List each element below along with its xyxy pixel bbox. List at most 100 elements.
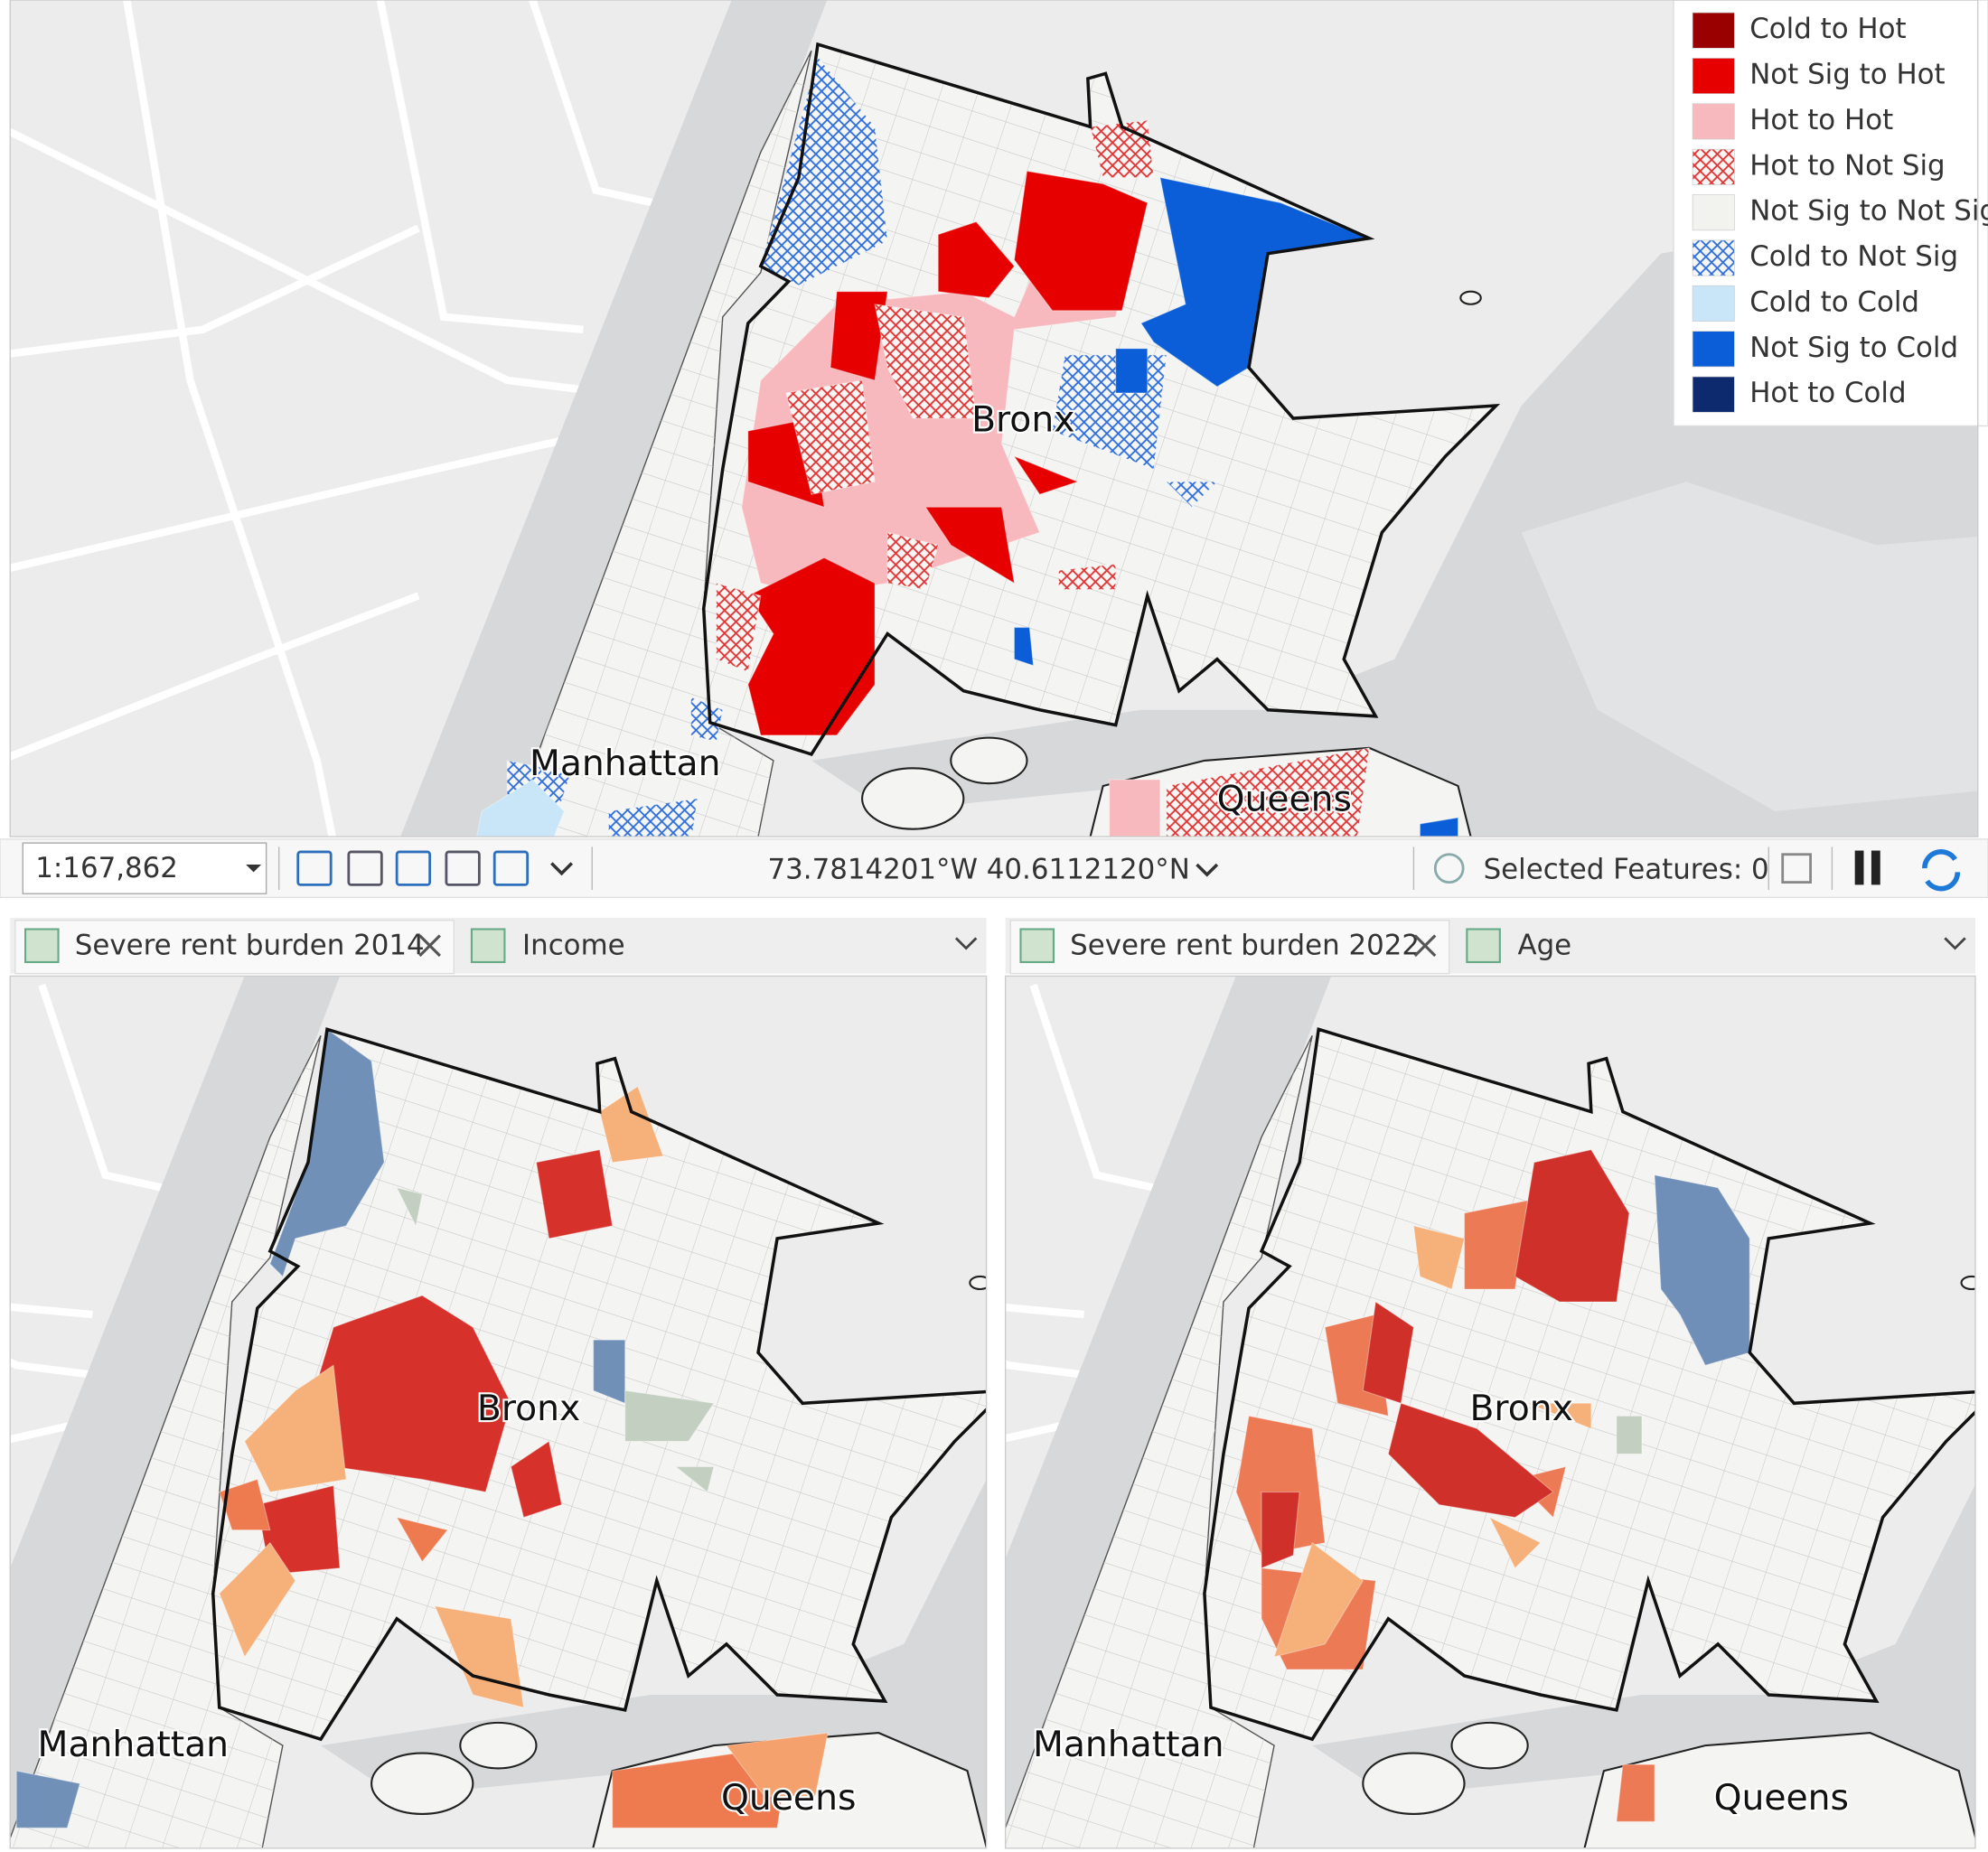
scale-value: 1:167,862	[35, 852, 178, 884]
map-label: Manhattan	[38, 1725, 230, 1765]
pause-bar[interactable]	[1854, 850, 1864, 885]
tab-title: Severe rent burden 2014	[75, 930, 425, 962]
map-label: Queens	[721, 1778, 856, 1819]
long-island-land	[1521, 482, 1978, 812]
legend-swatch	[1692, 239, 1735, 276]
tract-patch	[1261, 1491, 1300, 1569]
tool-icon[interactable]	[296, 850, 333, 886]
dropdown-arrow	[246, 864, 262, 873]
tract-patch	[1166, 747, 1370, 837]
legend-swatch	[1692, 58, 1735, 95]
island	[1362, 1752, 1466, 1815]
select-icon	[1433, 853, 1465, 884]
legend-label: Not Sig to Cold	[1749, 332, 1958, 364]
pane-border	[9, 975, 988, 1849]
bronx-outline	[701, 42, 1501, 756]
tract-patch	[1115, 348, 1149, 394]
map-icon	[1466, 928, 1501, 964]
tool-icon[interactable]	[492, 850, 530, 886]
chevron[interactable]	[550, 862, 574, 876]
map-label: Bronx	[971, 400, 1074, 441]
map-label: Manhattan	[530, 744, 721, 784]
basemap	[10, 976, 987, 1848]
map-frame	[1005, 976, 1975, 1848]
pane-border	[1004, 975, 1976, 1849]
map-label: Manhattan	[1033, 1725, 1224, 1765]
tract-patch	[396, 1516, 449, 1563]
legend-swatch	[1692, 376, 1735, 413]
tract-patch	[1387, 1402, 1554, 1519]
map-label: Bronx	[477, 1389, 580, 1429]
island	[861, 767, 965, 830]
scale-box[interactable]	[22, 842, 267, 894]
chevron[interactable]	[954, 937, 978, 950]
tract-patch	[475, 779, 566, 837]
tab-active[interactable]	[1009, 919, 1450, 975]
island	[1459, 290, 1482, 305]
tract-patch	[219, 1478, 271, 1531]
tract-patch	[535, 1148, 614, 1239]
chevron[interactable]	[1196, 863, 1219, 877]
tab-active[interactable]	[14, 919, 455, 975]
legend-label: Not Sig to Hot	[1749, 59, 1945, 91]
road	[123, 0, 336, 837]
legend-label: Cold to Hot	[1749, 13, 1906, 45]
bronx-tracts	[1204, 1029, 1975, 1740]
map-label: Queens	[1217, 779, 1352, 819]
coordinates: 73.7814201°W 40.6112120°N	[768, 853, 1190, 885]
tract-patch	[1012, 454, 1080, 495]
tract-patch	[1013, 170, 1149, 312]
legend-label: Hot to Hot	[1749, 104, 1893, 136]
legend-swatch	[1692, 103, 1735, 140]
road	[1005, 1303, 1084, 1319]
tract-patch	[725, 1732, 829, 1797]
pause-bar[interactable]	[1871, 850, 1880, 885]
tract-patch	[1057, 563, 1117, 591]
table-icon[interactable]	[1781, 853, 1812, 884]
tab-title: Age	[1517, 930, 1571, 962]
tract-patch	[624, 1389, 715, 1442]
tract-patch	[607, 798, 699, 837]
refresh-icon[interactable]	[1922, 849, 1961, 892]
tract-patch	[1616, 1415, 1643, 1454]
map-icon	[470, 928, 506, 964]
tract-patch	[1419, 817, 1459, 837]
tract-patch	[15, 1770, 81, 1829]
tab-close[interactable]	[418, 934, 441, 958]
map-label: Queens	[1714, 1778, 1849, 1819]
tract-patch	[1654, 1174, 1750, 1366]
legend-label: Not Sig to Not Sig	[1749, 195, 1988, 228]
tract-patch	[269, 1028, 385, 1278]
tab-title: Income	[522, 930, 625, 962]
tool-icon[interactable]	[445, 850, 481, 886]
tool-icon[interactable]	[395, 850, 432, 886]
map-frame	[10, 976, 987, 1848]
bronx-outline	[1203, 1027, 1975, 1742]
basemap	[1005, 976, 1975, 1848]
tract-patch	[1412, 1225, 1466, 1290]
map-icon	[24, 928, 60, 964]
road	[10, 224, 420, 358]
tract-patch	[1013, 626, 1035, 667]
tract-patch	[510, 1440, 563, 1519]
map-label: Bronx	[1469, 1389, 1572, 1429]
road	[10, 1303, 93, 1319]
tab-close[interactable]	[1413, 934, 1437, 958]
road	[376, 0, 584, 334]
tool-icon[interactable]	[347, 850, 383, 886]
tract-patch	[1463, 1200, 1529, 1290]
island	[950, 736, 1028, 785]
tract-patch	[874, 304, 977, 419]
legend-swatch	[1692, 285, 1735, 322]
tract-patch	[716, 582, 762, 673]
tract-patch	[746, 557, 876, 736]
selected-features: Selected Features: 0	[1484, 853, 1769, 885]
manhattan-tracts	[506, 51, 811, 837]
queens-land	[1583, 1732, 1975, 1848]
island	[370, 1752, 474, 1815]
chevron[interactable]	[1944, 937, 1966, 950]
tract-patch	[1616, 1763, 1655, 1822]
tract-patch	[674, 1465, 715, 1493]
tab-title: Severe rent burden 2022	[1070, 930, 1420, 962]
